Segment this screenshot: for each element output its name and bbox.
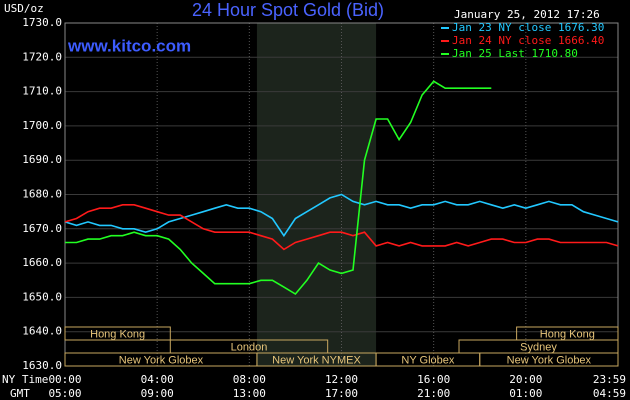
session-box [64, 326, 171, 341]
timestamp: January 25, 2012 17:26 [454, 8, 600, 21]
y-tick-label: 1730.0 [22, 16, 62, 29]
y-tick-label: 1710.0 [22, 85, 62, 98]
x2-tick-label: 13:00 [233, 387, 266, 400]
session-label: New York Globex [507, 354, 592, 366]
x2-tick-label: 01:00 [509, 387, 542, 400]
chart-title: 24 Hour Spot Gold (Bid) [192, 0, 384, 20]
series-line [65, 80, 492, 296]
x-axis-label: NY Time [2, 373, 48, 386]
y-tick-label: 1640.0 [22, 325, 62, 338]
y-axis-label: USD/oz [4, 2, 44, 15]
x2-tick-label: 21:00 [417, 387, 450, 400]
session-box [479, 352, 619, 367]
legend-label: Jan 24 NY close 1666.40 [452, 34, 604, 47]
plot-area [64, 22, 619, 367]
y-tick-label: 1690.0 [22, 153, 62, 166]
x-tick-label: 23:59 [593, 373, 626, 386]
session-label: Hong Kong [90, 328, 145, 340]
x2-tick-label: 04:59 [593, 387, 626, 400]
session-label: Hong Kong [540, 328, 595, 340]
x2-tick-label: 17:00 [325, 387, 358, 400]
session-label: NY Globex [401, 354, 454, 366]
legend-label: Jan 23 NY close 1676.30 [452, 21, 604, 34]
session-label: New York Globex [119, 354, 204, 366]
x-tick-label: 12:00 [325, 373, 358, 386]
y-tick-label: 1670.0 [22, 222, 62, 235]
y-tick-label: 1700.0 [22, 119, 62, 132]
x-tick-label: 16:00 [417, 373, 450, 386]
series-line [64, 204, 619, 251]
x-tick-label: 04:00 [141, 373, 174, 386]
y-tick-label: 1720.0 [22, 50, 62, 63]
x2-tick-label: 05:00 [48, 387, 81, 400]
session-label: London [231, 341, 268, 353]
x-tick-label: 00:00 [48, 373, 81, 386]
x-tick-label: 08:00 [233, 373, 266, 386]
series-line [64, 193, 619, 238]
y-tick-label: 1660.0 [22, 256, 62, 269]
x2-axis-label: GMT [10, 387, 30, 400]
watermark: www.kitco.com [67, 36, 191, 55]
x-tick-label: 20:00 [509, 373, 542, 386]
x2-tick-label: 09:00 [141, 387, 174, 400]
session-label: Sydney [520, 341, 557, 353]
legend-label: Jan 25 Last 1710.80 [452, 47, 578, 60]
y-tick-label: 1680.0 [22, 188, 62, 201]
y-tick-label: 1630.0 [22, 359, 62, 372]
y-tick-label: 1650.0 [22, 290, 62, 303]
session-label: New York NYMEX [272, 354, 361, 366]
